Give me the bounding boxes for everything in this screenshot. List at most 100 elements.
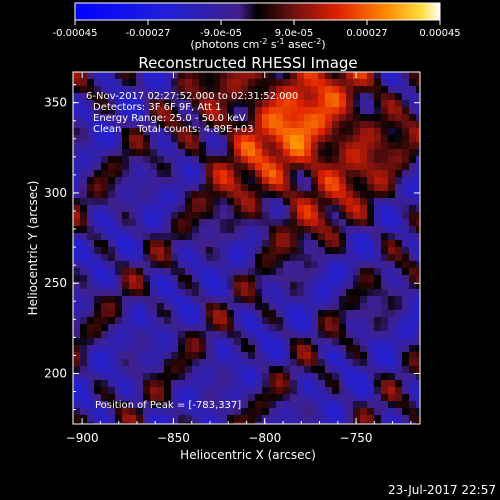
heatmap-cell bbox=[353, 233, 360, 240]
heatmap-cell bbox=[402, 408, 409, 415]
heatmap-cell bbox=[185, 212, 192, 219]
heatmap-cell bbox=[164, 240, 171, 247]
heatmap-cell bbox=[388, 233, 395, 240]
heatmap-cell bbox=[227, 289, 234, 296]
heatmap-cell bbox=[332, 247, 339, 254]
heatmap-cell bbox=[248, 107, 255, 114]
heatmap-cell bbox=[388, 156, 395, 163]
heatmap-cell bbox=[402, 86, 409, 93]
heatmap-cell bbox=[192, 394, 199, 401]
heatmap-cell bbox=[255, 149, 262, 156]
heatmap-cell bbox=[339, 261, 346, 268]
heatmap-cell bbox=[241, 401, 248, 408]
heatmap-cell bbox=[381, 149, 388, 156]
heatmap-cell bbox=[311, 282, 318, 289]
heatmap-cell bbox=[241, 128, 248, 135]
heatmap-cell bbox=[381, 422, 388, 424]
heatmap-cell bbox=[318, 142, 325, 149]
heatmap-cell bbox=[381, 72, 388, 79]
heatmap-cell bbox=[164, 380, 171, 387]
heatmap-cell bbox=[213, 394, 220, 401]
heatmap-cell bbox=[129, 198, 136, 205]
heatmap-cell bbox=[283, 163, 290, 170]
heatmap-cell bbox=[416, 317, 420, 324]
heatmap-cell bbox=[164, 170, 171, 177]
heatmap-cell bbox=[87, 366, 94, 373]
heatmap-cell bbox=[94, 366, 101, 373]
heatmap-cell bbox=[353, 268, 360, 275]
heatmap-cell bbox=[339, 114, 346, 121]
heatmap-cell bbox=[283, 184, 290, 191]
heatmap-cell bbox=[367, 107, 374, 114]
heatmap-cell bbox=[94, 296, 101, 303]
heatmap-cell bbox=[143, 282, 150, 289]
heatmap-cell bbox=[395, 422, 402, 424]
heatmap-cell bbox=[115, 226, 122, 233]
heatmap-cell bbox=[115, 387, 122, 394]
heatmap-cell bbox=[353, 205, 360, 212]
heatmap-cell bbox=[367, 156, 374, 163]
heatmap-cell bbox=[409, 184, 416, 191]
heatmap-cell bbox=[248, 135, 255, 142]
heatmap-cell bbox=[136, 93, 143, 100]
heatmap-cell bbox=[220, 219, 227, 226]
heatmap-cell bbox=[199, 100, 206, 107]
heatmap-cell bbox=[276, 107, 283, 114]
heatmap-cell bbox=[381, 366, 388, 373]
heatmap-cell bbox=[381, 100, 388, 107]
heatmap-cell bbox=[388, 359, 395, 366]
heatmap-cell bbox=[381, 184, 388, 191]
heatmap-cell bbox=[339, 100, 346, 107]
heatmap-cell bbox=[87, 142, 94, 149]
heatmap-cell bbox=[164, 268, 171, 275]
heatmap-cell bbox=[290, 261, 297, 268]
heatmap-cell bbox=[304, 107, 311, 114]
heatmap-cell bbox=[129, 422, 136, 424]
heatmap-cell bbox=[164, 86, 171, 93]
heatmap-cell bbox=[115, 240, 122, 247]
heatmap-cell bbox=[311, 296, 318, 303]
heatmap-cell bbox=[269, 72, 276, 79]
heatmap-cell bbox=[101, 72, 108, 79]
heatmap-cell bbox=[346, 282, 353, 289]
heatmap-cell bbox=[150, 142, 157, 149]
heatmap-cell bbox=[269, 261, 276, 268]
heatmap-cell bbox=[115, 366, 122, 373]
heatmap-cell bbox=[178, 282, 185, 289]
heatmap-cell bbox=[262, 198, 269, 205]
heatmap-cell bbox=[318, 233, 325, 240]
heatmap-cell bbox=[360, 338, 367, 345]
heatmap-cell bbox=[136, 100, 143, 107]
heatmap-cell bbox=[234, 149, 241, 156]
heatmap-cell bbox=[108, 303, 115, 310]
heatmap-cell bbox=[409, 345, 416, 352]
heatmap-cell bbox=[87, 86, 94, 93]
heatmap-cell bbox=[220, 331, 227, 338]
heatmap-cell bbox=[248, 254, 255, 261]
heatmap-cell bbox=[80, 338, 87, 345]
heatmap-cell bbox=[241, 303, 248, 310]
y-tick-label: 200 bbox=[44, 366, 67, 380]
heatmap-cell bbox=[220, 72, 227, 79]
heatmap-cell bbox=[94, 401, 101, 408]
heatmap-cell bbox=[360, 128, 367, 135]
heatmap-cell bbox=[409, 219, 416, 226]
heatmap-cell bbox=[185, 380, 192, 387]
heatmap-cell bbox=[255, 170, 262, 177]
heatmap-cell bbox=[192, 233, 199, 240]
heatmap-cell bbox=[136, 331, 143, 338]
heatmap-cell bbox=[409, 373, 416, 380]
heatmap-cell bbox=[108, 233, 115, 240]
heatmap-cell bbox=[213, 114, 220, 121]
heatmap-cell bbox=[157, 121, 164, 128]
heatmap-cell bbox=[178, 345, 185, 352]
heatmap-cell bbox=[178, 93, 185, 100]
heatmap-cell bbox=[262, 303, 269, 310]
heatmap-cell bbox=[311, 408, 318, 415]
heatmap-cell bbox=[129, 100, 136, 107]
heatmap-cell bbox=[108, 380, 115, 387]
heatmap-cell bbox=[143, 142, 150, 149]
heatmap-cell bbox=[87, 317, 94, 324]
heatmap-cell bbox=[332, 345, 339, 352]
heatmap-cell bbox=[129, 415, 136, 422]
